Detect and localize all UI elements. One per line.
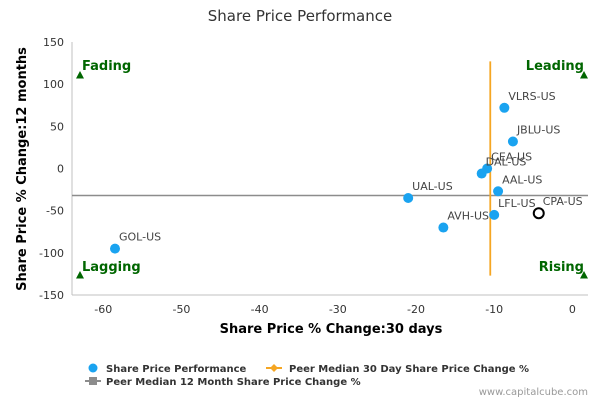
data-point-vlrs-us[interactable] <box>499 102 510 113</box>
legend-item-median-12m[interactable]: Peer Median 12 Month Share Price Change … <box>85 377 361 388</box>
legend-marker-median-12m <box>89 377 97 385</box>
legend-item-performance[interactable]: Share Price Performance <box>88 363 247 376</box>
data-label-ual-us: UAL-US <box>412 180 453 193</box>
quadrant-label-fading: Fading <box>82 59 131 74</box>
x-tick-label: -50 <box>172 303 190 316</box>
data-point-lfl-us[interactable] <box>489 209 500 220</box>
data-label-gol-us: GOL-US <box>119 231 161 244</box>
data-label-avh-us: AVH-US <box>447 210 489 223</box>
data-point-avh-us[interactable] <box>438 222 449 233</box>
data-label-cea-us: CEA-US <box>491 151 532 164</box>
legend-label-performance: Share Price Performance <box>106 364 247 375</box>
y-tick-labels: -150 -100 -50 0 50 100 150 <box>39 36 64 302</box>
legend: Share Price Performance Peer Median 30 D… <box>85 363 529 388</box>
legend-label-median-12m: Peer Median 12 Month Share Price Change … <box>106 377 361 388</box>
data-label-aal-us: AAL-US <box>502 173 542 186</box>
y-tick-label: 50 <box>50 120 64 133</box>
x-tick-label: -30 <box>329 303 347 316</box>
y-tick-label: -150 <box>39 289 64 302</box>
data-label-vlrs-us: VLRS-US <box>508 90 555 103</box>
credit-text: www.capitalcube.com <box>479 387 588 398</box>
y-tick-label: 100 <box>43 78 64 91</box>
plot-area <box>71 42 588 296</box>
data-label-cpa-us: CPA-US <box>543 195 583 208</box>
x-tick-label: -60 <box>94 303 112 316</box>
y-tick-label: 150 <box>43 36 64 49</box>
quadrant-labels: Fading Leading Lagging Rising <box>76 59 588 279</box>
quadrant-label-lagging: Lagging <box>82 260 141 275</box>
fading-marker-icon <box>76 71 84 79</box>
y-tick-label: 0 <box>57 163 64 176</box>
quadrant-label-rising: Rising <box>539 260 584 275</box>
legend-item-median-30d[interactable]: Peer Median 30 Day Share Price Change % <box>266 364 529 375</box>
x-tick-label: -20 <box>407 303 425 316</box>
lagging-marker-icon <box>76 271 84 279</box>
data-point-cpa-us[interactable] <box>532 207 545 220</box>
chart-title: Share Price Performance <box>208 7 392 25</box>
data-point-aal-us[interactable] <box>493 186 504 197</box>
y-tick-label: -50 <box>46 205 64 218</box>
data-label-dal-us: DAL-US <box>486 156 527 169</box>
x-tick-label: -40 <box>251 303 269 316</box>
data-point-gol-us[interactable] <box>110 243 120 254</box>
data-point-jblu-us[interactable] <box>507 136 518 147</box>
leading-marker-icon <box>580 71 588 79</box>
legend-label-median-30d: Peer Median 30 Day Share Price Change % <box>289 364 529 375</box>
data-point-dal-us[interactable] <box>476 168 487 179</box>
x-tick-label: -10 <box>485 303 503 316</box>
x-tick-label: 0 <box>569 303 576 316</box>
quadrant-label-leading: Leading <box>526 59 584 74</box>
legend-marker-median-30d <box>270 364 278 372</box>
data-label-lfl-us: LFL-US <box>498 197 535 210</box>
x-axis-title: Share Price % Change:30 days <box>220 322 443 337</box>
data-point-ual-us[interactable] <box>403 193 414 204</box>
y-tick-label: -100 <box>39 247 64 260</box>
rising-marker-icon <box>580 271 588 279</box>
data-label-jblu-us: JBLU-US <box>516 124 560 137</box>
x-tick-labels: -60 -50 -40 -30 -20 -10 0 <box>94 303 576 316</box>
y-axis-title: Share Price % Change:12 months <box>15 47 30 291</box>
legend-marker-performance <box>88 363 98 373</box>
